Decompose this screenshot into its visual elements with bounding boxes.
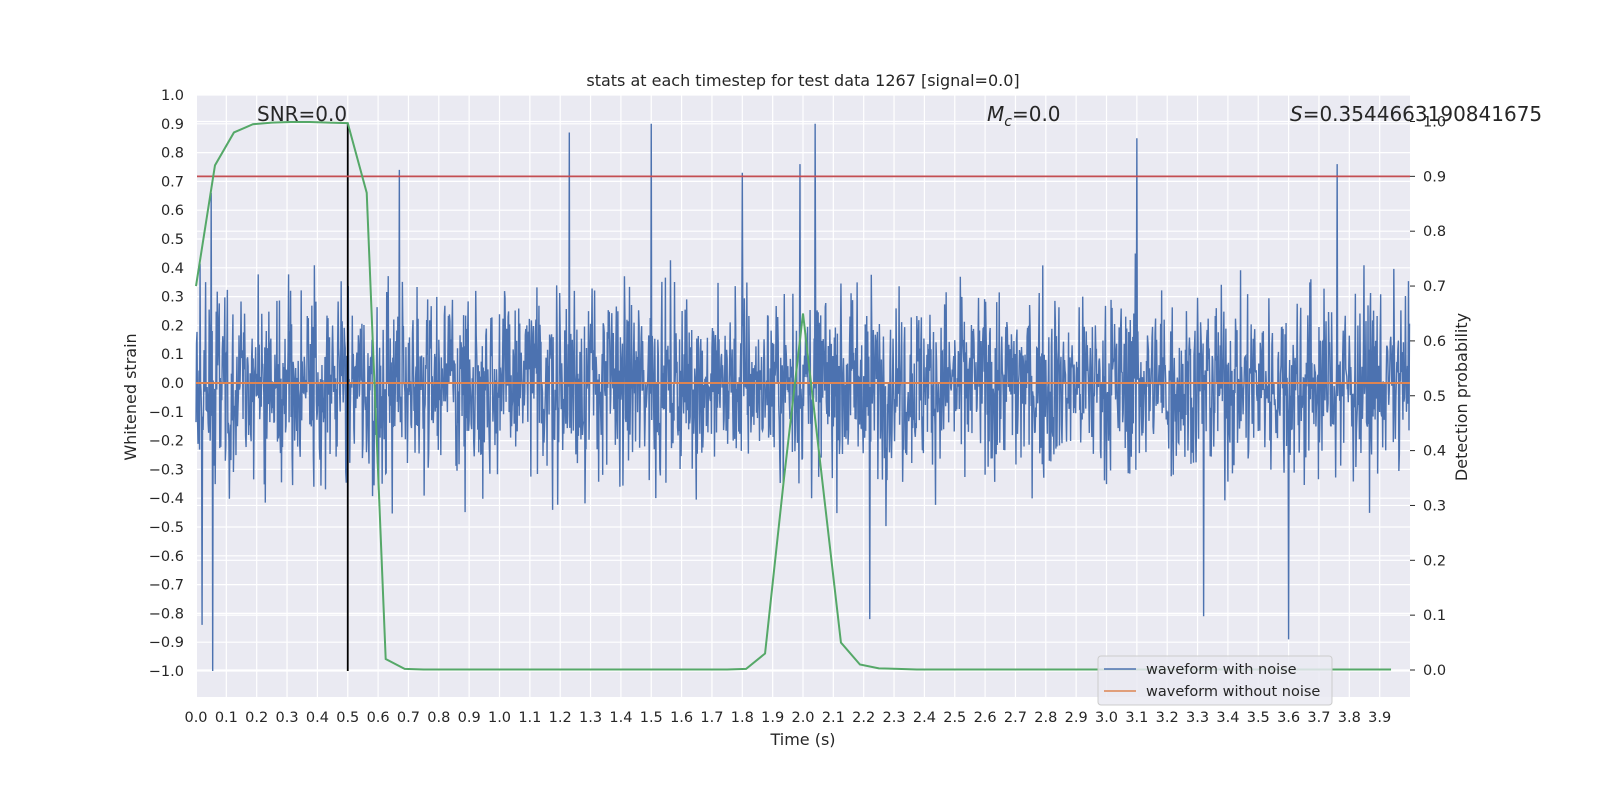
x-tick-label: 2.5 [943,710,966,726]
y-tick-label: 0.4 [161,261,184,277]
x-tick-label: 0.1 [215,710,238,726]
y-tick-label: −1.0 [149,664,184,680]
y2-tick-label: 0.3 [1423,498,1446,514]
y-tick-label: −0.3 [149,462,184,478]
x-tick-label: 3.8 [1338,710,1361,726]
legend-label-noise: waveform with noise [1146,662,1297,678]
y-tick-label: −0.2 [149,434,184,450]
chirp-mass-symbol: M [987,102,1004,126]
x-tick-label: 2.9 [1065,710,1088,726]
y-tick-label: −0.7 [149,578,184,594]
x-tick-label: 3.9 [1368,710,1391,726]
x-tick-label: 3.4 [1216,710,1239,726]
s-symbol: S [1290,102,1303,126]
y-tick-label: −0.8 [149,606,184,622]
chart-title: stats at each timestep for test data 126… [586,71,1019,90]
x-tick-label: 2.0 [791,710,814,726]
x-tick-label: 0.2 [245,710,268,726]
y-tick-labels: 1.0 0.9 0.8 0.7 0.6 0.5 0.4 0.3 0.2 0.1 0.0 −0.1 −0.… [149,88,184,680]
y-tick-label: 0.0 [161,376,184,392]
y-axis-label: Whitened strain [121,333,140,460]
x-tick-label: 1.9 [761,710,784,726]
y2-tick-label: 0.6 [1423,334,1446,350]
s-annotation: S=0.3544663190841675 [1290,102,1542,126]
legend: waveform with noise waveform without noi… [1097,655,1333,706]
y2-tick-label: 0.4 [1423,444,1446,460]
series-waveform-with-noise [195,123,1411,672]
s-value: =0.3544663190841675 [1303,102,1542,126]
y-tick-label: −0.9 [149,635,184,651]
x-tick-label: 2.7 [1004,710,1027,726]
x-tick-label: 0.5 [336,710,359,726]
x-tick-labels: 0.0 0.1 0.2 0.3 0.4 0.5 0.6 0.7 0.8 0.9 1.0 1.1 1.2 1… [184,710,1391,726]
y-tick-label: −0.5 [149,520,184,536]
y2-tick-label: 0.2 [1423,553,1446,569]
y-tick-label: 0.8 [161,146,184,162]
y-tick-label: 1.0 [161,88,184,104]
y2-tick-label: 0.9 [1423,169,1446,185]
y-tick-label: 0.7 [161,174,184,190]
y-tick-label: 0.1 [161,347,184,363]
y2-tick-label: 0.8 [1423,224,1446,240]
x-tick-label: 3.2 [1156,710,1179,726]
legend-box [1097,655,1333,706]
x-tick-label: 2.2 [852,710,875,726]
x-tick-label: 0.6 [367,710,390,726]
x-tick-label: 0.0 [184,710,207,726]
x-tick-label: 3.1 [1125,710,1148,726]
x-tick-label: 0.8 [427,710,450,726]
x-tick-label: 3.0 [1095,710,1118,726]
y2-tick-labels: 1.0 0.9 0.8 0.7 0.6 0.5 0.4 0.3 0.2 0.1 0.0 [1410,115,1446,679]
x-tick-label: 1.1 [518,710,541,726]
y2-tick-label: 0.0 [1423,663,1446,679]
y2-tick-label: 0.1 [1423,608,1446,624]
snr-annotation: SNR=0.0 [257,102,347,126]
reference-lines [197,123,1410,671]
chirp-mass-annotation: Mc=0.0 [987,102,1061,130]
x-tick-label: 3.7 [1307,710,1330,726]
legend-label-clean: waveform without noise [1146,684,1320,700]
x-tick-label: 0.9 [458,710,481,726]
chirp-mass-subscript: c [1004,114,1012,130]
y2-tick-label: 1.0 [1423,115,1446,131]
y-tick-label: −0.4 [149,491,184,507]
y2-axis-label: Detection probability [1452,313,1471,481]
x-tick-label: 0.4 [306,710,329,726]
x-tick-label: 1.5 [640,710,663,726]
x-tick-label: 2.4 [913,710,936,726]
x-tick-label: 3.3 [1186,710,1209,726]
x-tick-label: 2.6 [974,710,997,726]
x-tick-label: 0.3 [276,710,299,726]
y-tick-label: 0.5 [161,232,184,248]
x-tick-label: 1.3 [579,710,602,726]
x-tick-label: 2.8 [1034,710,1057,726]
x-tick-label: 2.3 [883,710,906,726]
x-axis-label: Time (s) [769,730,835,749]
chirp-mass-value: =0.0 [1012,102,1061,126]
x-tick-label: 3.6 [1277,710,1300,726]
x-tick-label: 1.4 [609,710,632,726]
y-tick-label: 0.3 [161,290,184,306]
y2-tick-label: 0.7 [1423,279,1446,295]
x-tick-label: 1.6 [670,710,693,726]
noise-waveform-line [195,123,1411,672]
x-tick-label: 0.7 [397,710,420,726]
y2-tick-label: 0.5 [1423,389,1446,405]
y-tick-label: 0.2 [161,318,184,334]
x-tick-label: 1.2 [549,710,572,726]
x-tick-label: 1.7 [700,710,723,726]
x-tick-label: 2.1 [822,710,845,726]
x-tick-label: 1.8 [731,710,754,726]
y-tick-label: −0.1 [149,405,184,421]
y-tick-label: 0.9 [161,117,184,133]
y-tick-label: 0.6 [161,203,184,219]
x-tick-label: 1.0 [488,710,511,726]
x-tick-label: 3.5 [1247,710,1270,726]
y-tick-label: −0.6 [149,549,184,565]
